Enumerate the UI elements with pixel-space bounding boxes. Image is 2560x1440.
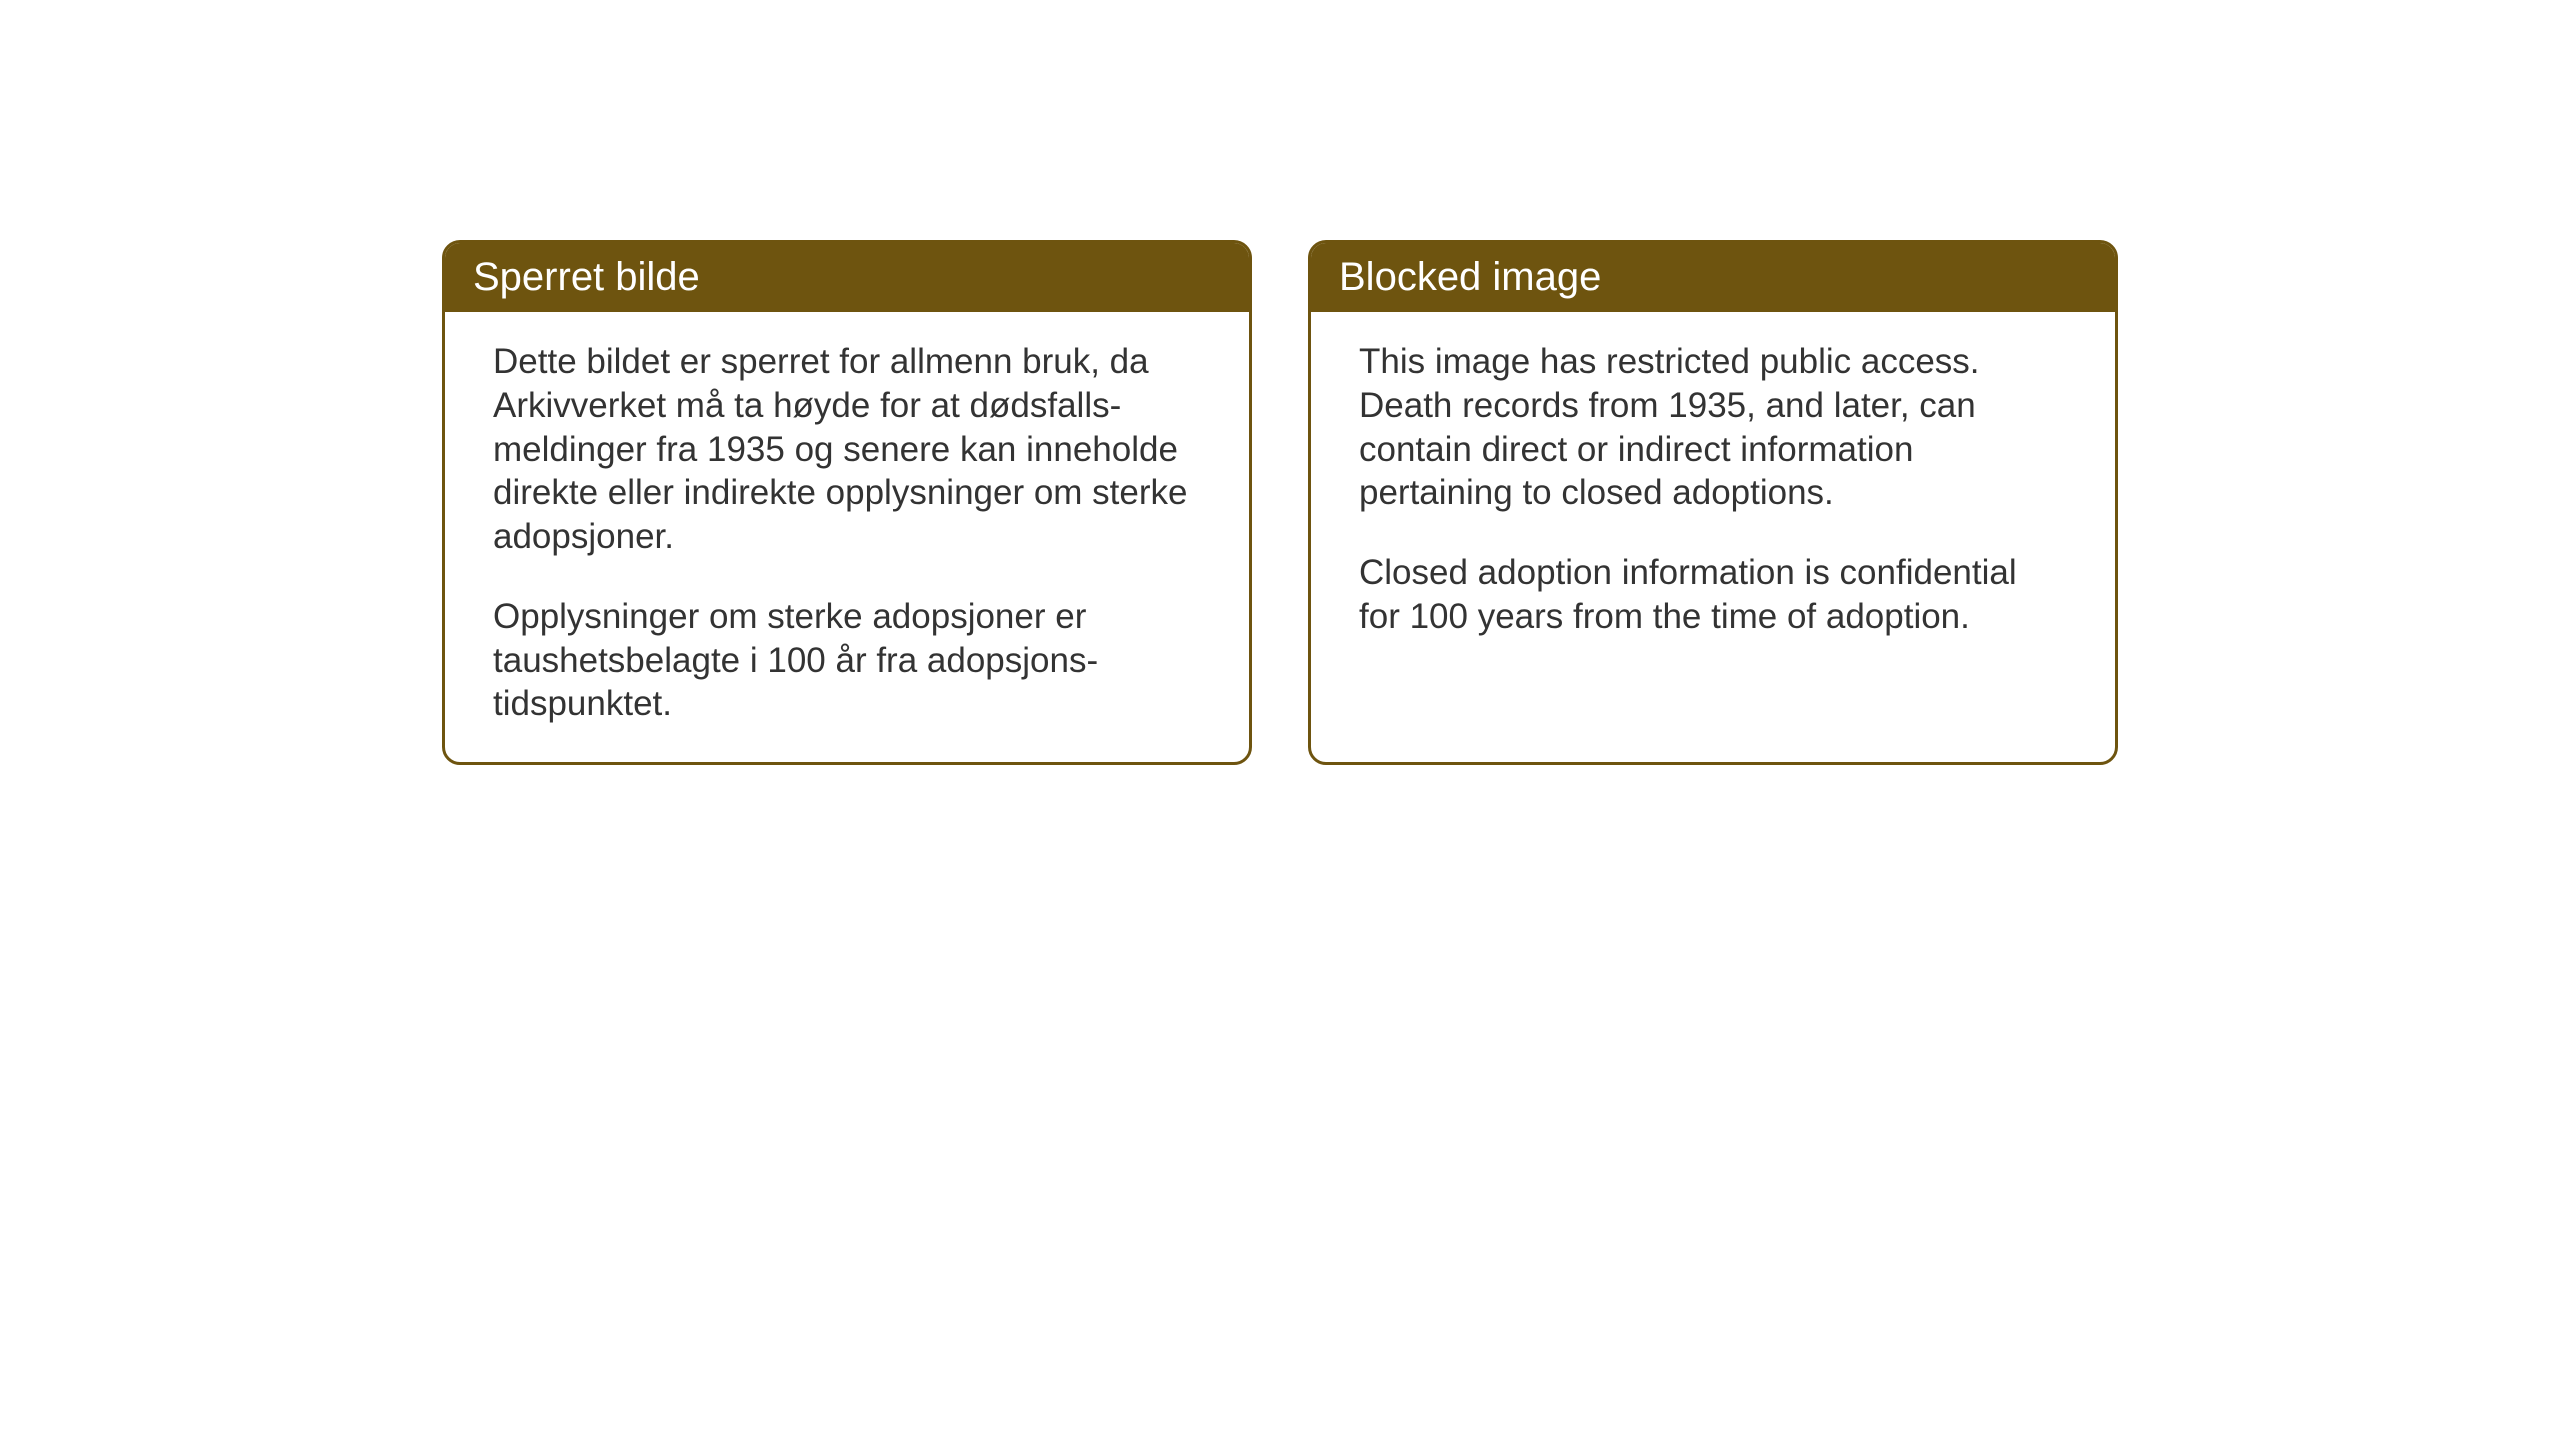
card-title-norwegian: Sperret bilde [473,255,700,299]
cards-container: Sperret bilde Dette bildet er sperret fo… [442,240,2118,765]
card-paragraph-2-norwegian: Opplysninger om sterke adopsjoner er tau… [493,595,1201,726]
info-card-norwegian: Sperret bilde Dette bildet er sperret fo… [442,240,1252,765]
card-body-english: This image has restricted public access.… [1311,312,2115,732]
card-header-norwegian: Sperret bilde [445,243,1249,312]
card-paragraph-1-norwegian: Dette bildet er sperret for allmenn bruk… [493,340,1201,559]
card-paragraph-2-english: Closed adoption information is confident… [1359,551,2067,639]
card-title-english: Blocked image [1339,255,1601,299]
card-body-norwegian: Dette bildet er sperret for allmenn bruk… [445,312,1249,762]
card-header-english: Blocked image [1311,243,2115,312]
card-paragraph-1-english: This image has restricted public access.… [1359,340,2067,515]
info-card-english: Blocked image This image has restricted … [1308,240,2118,765]
